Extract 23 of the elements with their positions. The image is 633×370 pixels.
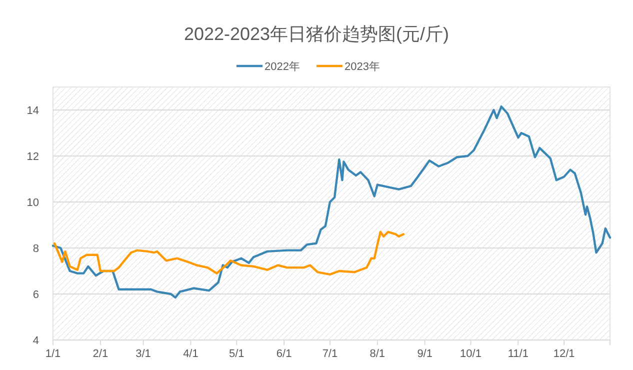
x-tick-label: 5/1 [228, 348, 244, 360]
x-tick-label: 3/1 [136, 348, 151, 360]
x-tick-label: 2/1 [92, 348, 108, 360]
x-tick-label: 10/1 [460, 348, 482, 360]
legend-label: 2022年 [264, 61, 300, 73]
y-tick-label: 6 [32, 289, 39, 301]
x-tick-label: 8/1 [370, 348, 386, 360]
chart-title: 2022-2023年日猪价趋势图(元/斤) [184, 24, 450, 44]
x-tick-label: 1/1 [45, 348, 61, 360]
legend-label: 2023年 [344, 61, 380, 73]
line-series [52, 105, 612, 299]
y-tick-label: 10 [26, 197, 39, 209]
x-tick-label: 11/1 [508, 348, 528, 360]
x-tick-label: 4/1 [183, 348, 198, 360]
y-tick-label: 8 [32, 243, 39, 255]
x-tick-label: 9/1 [417, 348, 432, 360]
line-series [53, 230, 405, 276]
y-tick-label: 4 [32, 335, 39, 347]
y-tick-label: 14 [26, 105, 39, 117]
x-tick-label: 12/1 [553, 348, 575, 360]
y-tick-label: 12 [26, 151, 39, 163]
x-tick-label: 7/1 [322, 348, 338, 360]
x-tick-label: 6/1 [276, 348, 292, 360]
